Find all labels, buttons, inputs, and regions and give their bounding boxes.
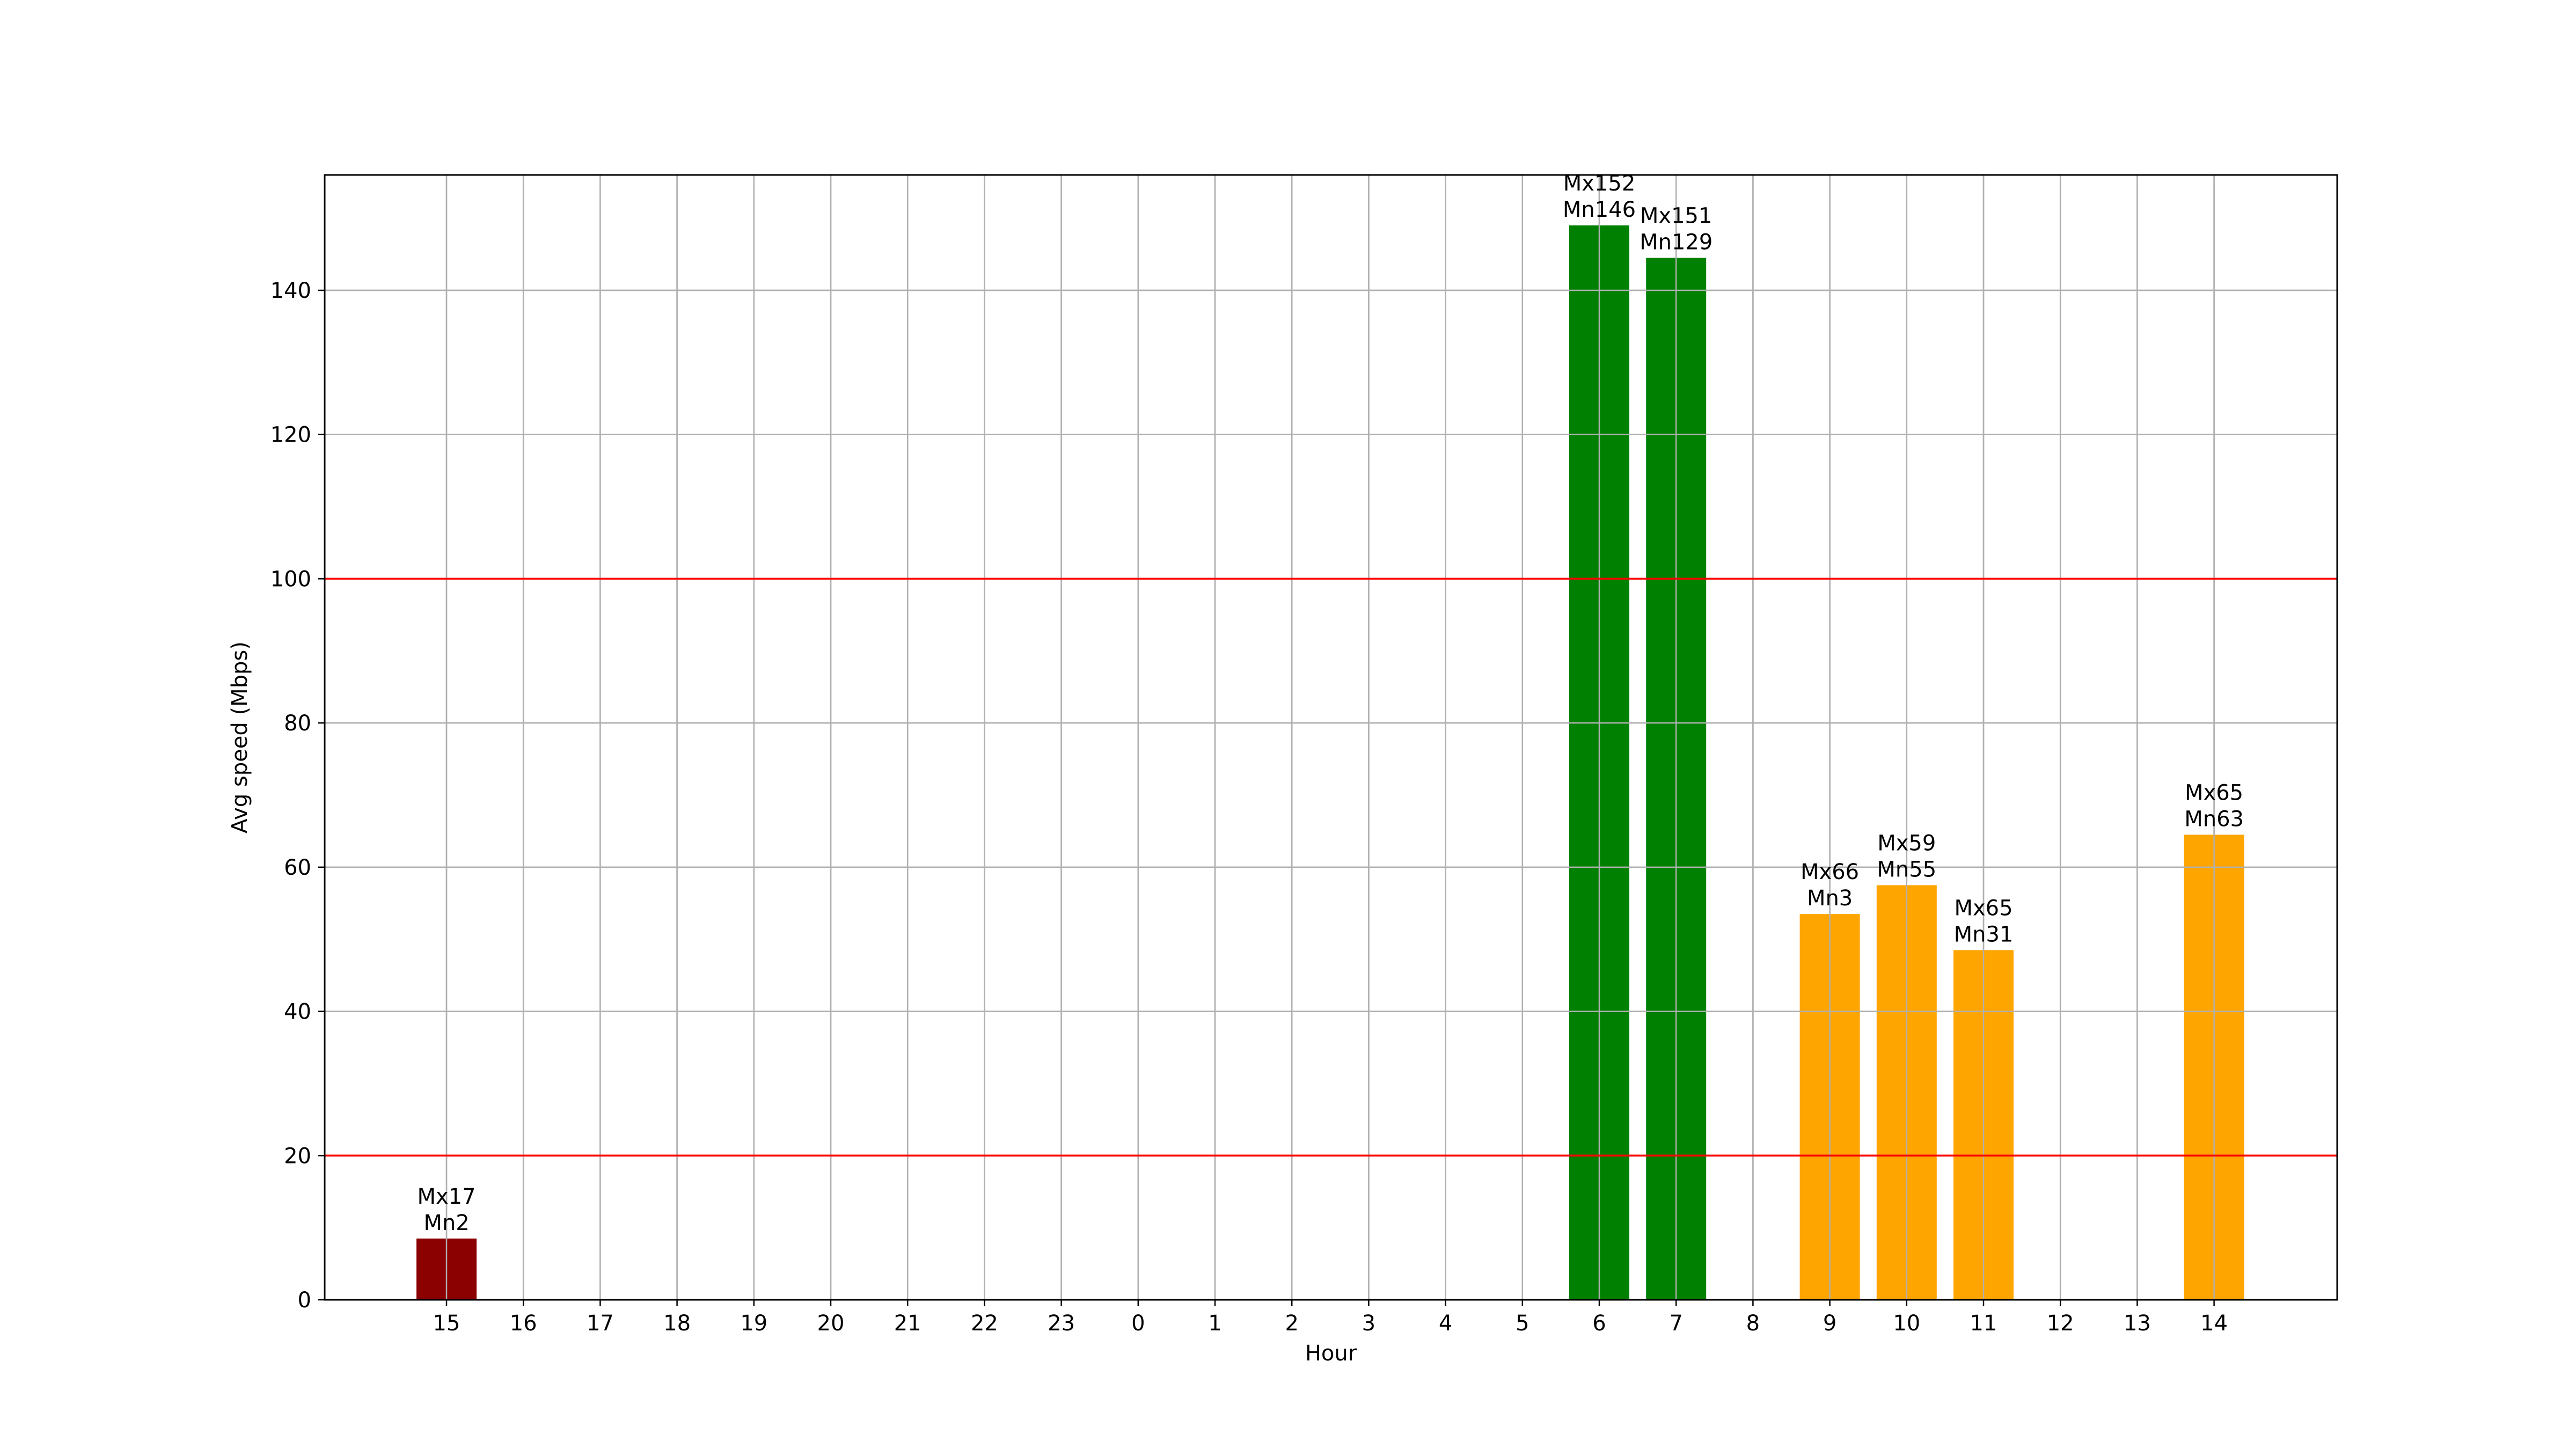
x-axis-label: Hour (1305, 1341, 1357, 1366)
bars (325, 175, 2337, 1301)
bar-max-label: Mx65 (1954, 896, 2012, 920)
x-tick-label: 1 (1208, 1311, 1221, 1336)
x-tick-label: 13 (2124, 1311, 2151, 1336)
x-tick-label: 21 (894, 1311, 921, 1336)
x-tick-label: 0 (1131, 1311, 1145, 1336)
x-tick-label: 2 (1285, 1311, 1298, 1336)
bar-max-label: Mx17 (417, 1184, 475, 1209)
y-tick-label: 40 (284, 1000, 311, 1024)
bar-max-label: Mx152 (1563, 171, 1636, 196)
x-tick-label: 5 (1516, 1311, 1529, 1336)
x-tick-label: 4 (1439, 1311, 1452, 1336)
x-tick-label: 7 (1669, 1311, 1682, 1336)
x-tick-label: 19 (740, 1311, 767, 1336)
reference-lines (325, 577, 2337, 1157)
bar-min-label: Mn129 (1640, 230, 1713, 255)
axis-ticks: 15 16 17 18 19 20 21 22 23 0 1 2 3 4 5 6 7 8 9 10 11 12 13 1402… (270, 279, 2228, 1336)
x-tick-label: 3 (1362, 1311, 1375, 1336)
x-tick-label: 23 (1048, 1311, 1075, 1336)
x-tick-label: 17 (587, 1311, 614, 1336)
bar-max-label: Mx65 (2185, 780, 2243, 805)
y-tick-label: 20 (284, 1144, 311, 1168)
x-tick-label: 8 (1746, 1311, 1760, 1336)
x-tick-label: 11 (1970, 1311, 1997, 1336)
y-tick-label: 120 (270, 423, 311, 448)
bar-min-label: Mn3 (1807, 886, 1853, 911)
bar-max-label: Mx66 (1801, 860, 1859, 884)
x-tick-label: 10 (1893, 1311, 1920, 1336)
bar-min-label: Mn63 (2184, 807, 2244, 831)
y-tick-label: 80 (284, 711, 311, 736)
y-tick-label: 60 (284, 855, 311, 880)
plot-area-frame (324, 174, 2338, 1301)
y-tick-label: 0 (298, 1288, 311, 1313)
bar-min-label: Mn31 (1954, 922, 2014, 947)
bar-min-label: Mn146 (1563, 197, 1636, 222)
y-tick-label: 100 (270, 567, 311, 591)
x-tick-label: 20 (817, 1311, 845, 1336)
x-tick-label: 22 (971, 1311, 998, 1336)
grid-lines-overlay (325, 175, 2337, 1301)
x-tick-label: 16 (510, 1311, 537, 1336)
x-tick-label: 6 (1592, 1311, 1606, 1336)
bar-min-label: Mn2 (423, 1211, 469, 1235)
x-tick-label: 18 (663, 1311, 691, 1336)
bar-max-label: Mx151 (1640, 204, 1713, 229)
bar-max-label: Mx59 (1877, 831, 1936, 855)
x-tick-label: 15 (433, 1311, 460, 1336)
x-tick-label: 14 (2200, 1311, 2228, 1336)
x-tick-label: 9 (1823, 1311, 1836, 1336)
y-tick-label: 140 (270, 279, 311, 303)
grid-lines (325, 175, 2337, 1301)
x-tick-label: 12 (2047, 1311, 2074, 1336)
y-axis-label: Avg speed (Mbps) (228, 641, 252, 833)
bar-min-label: Mn55 (1877, 857, 1936, 882)
